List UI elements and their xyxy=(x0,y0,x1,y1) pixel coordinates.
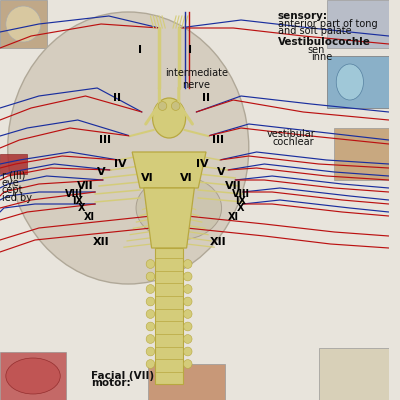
Ellipse shape xyxy=(146,260,155,268)
Text: III: III xyxy=(212,135,224,145)
Ellipse shape xyxy=(146,347,155,356)
Text: XII: XII xyxy=(93,237,109,247)
Ellipse shape xyxy=(6,358,60,394)
Text: sen: sen xyxy=(307,45,324,55)
Text: IV: IV xyxy=(196,159,208,169)
Text: VIII: VIII xyxy=(65,189,83,199)
Text: III: III xyxy=(99,135,111,145)
FancyBboxPatch shape xyxy=(326,0,389,48)
Ellipse shape xyxy=(184,334,192,343)
Text: sensory:: sensory: xyxy=(278,11,328,21)
Ellipse shape xyxy=(146,310,155,318)
Text: and soft palate: and soft palate xyxy=(278,26,352,36)
Text: VI: VI xyxy=(180,173,193,183)
Text: VI: VI xyxy=(142,173,154,183)
Ellipse shape xyxy=(184,347,192,356)
Ellipse shape xyxy=(8,12,249,284)
Text: anterior part of tong: anterior part of tong xyxy=(278,19,378,29)
Ellipse shape xyxy=(184,310,192,318)
Text: V: V xyxy=(217,167,226,177)
Text: X: X xyxy=(237,203,245,214)
Text: cept: cept xyxy=(2,185,24,195)
Ellipse shape xyxy=(184,322,192,331)
FancyBboxPatch shape xyxy=(148,364,226,400)
Text: II: II xyxy=(202,93,210,103)
Text: VII: VII xyxy=(77,181,94,191)
Text: XII: XII xyxy=(209,237,226,247)
Ellipse shape xyxy=(184,272,192,281)
Text: Facial (VII): Facial (VII) xyxy=(91,371,154,381)
Text: eye: eye xyxy=(2,178,20,188)
Text: I: I xyxy=(188,45,192,55)
Ellipse shape xyxy=(146,285,155,294)
Ellipse shape xyxy=(184,260,192,268)
Ellipse shape xyxy=(336,64,364,100)
Text: XI: XI xyxy=(228,212,239,222)
FancyBboxPatch shape xyxy=(0,352,66,400)
Ellipse shape xyxy=(184,285,192,294)
FancyBboxPatch shape xyxy=(334,128,389,180)
Text: I: I xyxy=(138,45,142,55)
Text: r (III): r (III) xyxy=(2,171,25,181)
Text: IV: IV xyxy=(114,159,127,169)
Ellipse shape xyxy=(172,102,180,110)
Text: V: V xyxy=(97,167,105,177)
Text: inne: inne xyxy=(311,52,332,62)
Ellipse shape xyxy=(6,6,41,42)
Text: intermediate
nerve: intermediate nerve xyxy=(165,68,228,90)
Polygon shape xyxy=(0,0,47,48)
Text: motor:: motor: xyxy=(91,378,131,388)
Text: cochlear: cochlear xyxy=(272,137,314,147)
Text: vestibular: vestibular xyxy=(266,129,315,139)
Ellipse shape xyxy=(184,360,192,368)
Text: Vestibulocochle: Vestibulocochle xyxy=(278,37,371,47)
Polygon shape xyxy=(144,188,194,248)
Polygon shape xyxy=(156,248,183,384)
Text: VII: VII xyxy=(225,181,242,191)
Text: VIII: VIII xyxy=(232,189,250,199)
Text: IX: IX xyxy=(72,196,83,206)
FancyBboxPatch shape xyxy=(0,154,27,174)
Ellipse shape xyxy=(158,102,167,110)
Ellipse shape xyxy=(146,297,155,306)
Text: ied by: ied by xyxy=(2,192,32,202)
Ellipse shape xyxy=(152,98,186,138)
Text: II: II xyxy=(113,93,121,103)
Ellipse shape xyxy=(146,322,155,331)
Ellipse shape xyxy=(146,272,155,281)
Ellipse shape xyxy=(146,360,155,368)
FancyBboxPatch shape xyxy=(319,348,389,400)
FancyBboxPatch shape xyxy=(326,56,389,108)
Text: X: X xyxy=(78,203,85,214)
Text: XI: XI xyxy=(84,212,95,222)
Ellipse shape xyxy=(184,297,192,306)
Text: IX: IX xyxy=(236,196,246,206)
Ellipse shape xyxy=(146,334,155,343)
Ellipse shape xyxy=(136,176,222,240)
Polygon shape xyxy=(132,152,206,188)
